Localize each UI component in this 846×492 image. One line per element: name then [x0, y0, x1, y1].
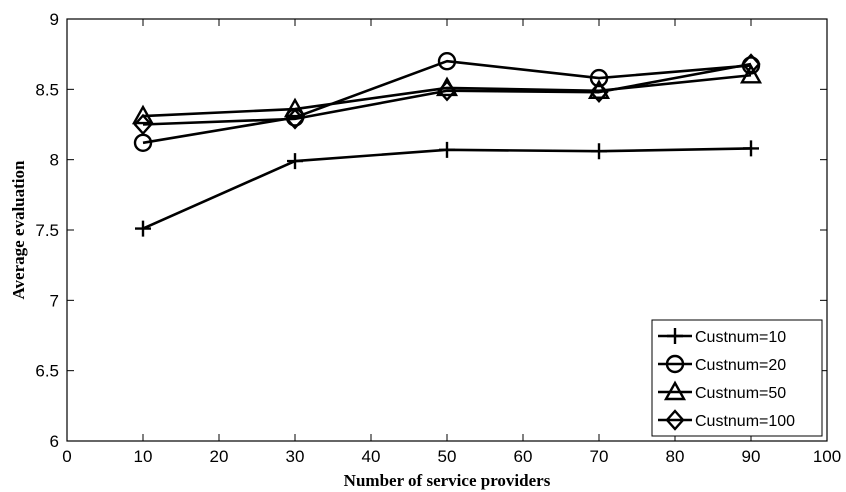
x-tick-label: 90	[742, 447, 761, 466]
x-tick-label: 50	[438, 447, 457, 466]
y-tick-label: 6.5	[35, 362, 59, 381]
diamond-marker	[285, 108, 305, 130]
x-tick-label: 30	[286, 447, 305, 466]
circle-marker	[437, 52, 457, 71]
y-tick-label: 7	[50, 291, 59, 310]
x-tick-label: 60	[514, 447, 533, 466]
y-tick-label: 9	[50, 10, 59, 29]
plus-marker	[287, 153, 303, 170]
plus-marker	[135, 220, 151, 237]
diamond-marker	[133, 113, 153, 136]
x-tick-label: 20	[210, 447, 229, 466]
series-line-plus	[142, 147, 752, 230]
series-line-diamond	[142, 62, 752, 126]
diamond-marker	[665, 409, 685, 431]
series-line-circle	[142, 59, 752, 145]
triangle-marker	[283, 97, 307, 118]
triangle-marker	[663, 380, 687, 401]
legend-label: Custnum=10	[695, 329, 786, 346]
plus-marker	[591, 143, 607, 160]
x-tick-label: 80	[666, 447, 685, 466]
plus-marker	[743, 140, 759, 157]
x-tick-label: 70	[590, 447, 609, 466]
diamond-marker	[589, 81, 609, 103]
x-axis-title: Number of service providers	[344, 471, 551, 490]
x-tick-label: 0	[62, 447, 71, 466]
legend-label: Custnum=20	[695, 357, 786, 374]
triangle-marker	[131, 104, 155, 125]
legend-label: Custnum=50	[695, 385, 786, 402]
plus-marker	[667, 328, 683, 344]
x-tick-label: 100	[813, 447, 841, 466]
plus-marker	[439, 141, 455, 158]
legend: Custnum=10 Custnum=20 Custnum=50 Custnum=10…	[651, 319, 823, 437]
diamond-marker	[437, 79, 457, 102]
triangle-marker	[739, 63, 763, 84]
y-tick-label: 8.5	[35, 80, 59, 99]
circle-marker	[589, 68, 609, 88]
legend-label: Custnum=100	[695, 413, 795, 430]
y-tick-label: 8	[50, 151, 59, 170]
x-tick-label: 40	[362, 447, 381, 466]
axes: 0 10 20 30 40 50 60 70 80 90 100 6 6.5 7 7.5 8 8.5 9	[35, 10, 841, 466]
diamond-marker	[741, 53, 761, 75]
series-line-triangle	[142, 73, 752, 118]
y-tick-label: 7.5	[35, 221, 59, 240]
y-axis-title: Average evaluation	[9, 160, 28, 300]
x-tick-label: 10	[134, 447, 153, 466]
circle-marker	[665, 354, 685, 374]
y-tick-label: 6	[50, 432, 59, 451]
series-markers	[131, 52, 763, 237]
